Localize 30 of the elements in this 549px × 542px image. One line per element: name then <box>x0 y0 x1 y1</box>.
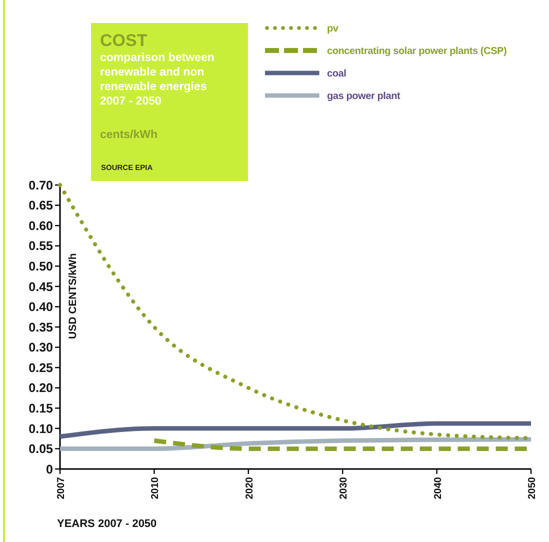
y-axis-title: USD CENTS/kWh <box>67 253 79 339</box>
legend-label: concentrating solar power plants (CSP) <box>327 46 507 57</box>
x-tick-label: 2040 <box>432 476 444 500</box>
chart-subtitle: comparison between renewable and non renewable energies 2007 - 2050 <box>100 52 214 108</box>
y-tick-label: 0.15 <box>28 402 54 416</box>
y-tick-label: 0.65 <box>28 198 54 213</box>
y-tick-label: 0.35 <box>28 320 54 334</box>
y-tick-label: 0 <box>46 462 54 476</box>
text: cents/kWh <box>100 129 158 141</box>
x-tick-label: 2050 <box>527 476 538 500</box>
y-tick-label: 0.50 <box>28 260 54 274</box>
y-tick-label: 0.20 <box>28 381 54 396</box>
chart-title: COST <box>100 31 148 50</box>
y-tick-label: 0.25 <box>28 360 54 375</box>
y-tick-label: 0.70 <box>28 178 54 192</box>
legend-label: gas power plant <box>327 91 401 102</box>
y-tick-label: 0.60 <box>28 218 54 233</box>
y-tick-label: 0.10 <box>28 422 54 436</box>
y-tick-label: 0.55 <box>28 239 54 254</box>
x-axis-title: YEARS 2007 - 2050 <box>57 518 157 530</box>
x-tick-label: 2030 <box>338 476 350 500</box>
legend-label: pv <box>327 24 339 34</box>
x-tick-label: 2020 <box>244 476 256 500</box>
y-tick-label: 0.40 <box>28 300 54 314</box>
legend-label: coal <box>327 68 347 80</box>
y-tick-label: 0.45 <box>28 280 54 294</box>
x-tick-label: 2007 <box>56 476 67 500</box>
y-tick-label: 0.30 <box>28 340 54 355</box>
y-tick-label: 0.05 <box>28 442 54 456</box>
x-tick-label: 2010 <box>150 476 162 500</box>
